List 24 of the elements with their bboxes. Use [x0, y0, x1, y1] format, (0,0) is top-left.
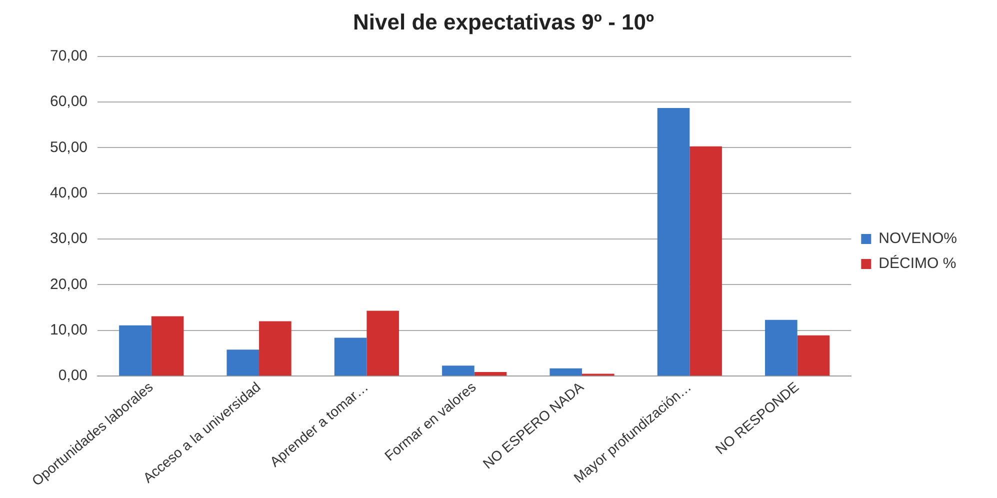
y-tick-label: 20,00: [50, 276, 88, 293]
bar: [474, 372, 507, 376]
y-tick-label: 0,00: [58, 367, 88, 384]
bar: [657, 108, 690, 376]
bar: [550, 368, 582, 376]
y-tick-label: 40,00: [50, 184, 88, 202]
y-tick-label: 30,00: [50, 230, 88, 248]
legend-label: DÉCIMO %: [878, 254, 956, 272]
bar: [765, 320, 798, 376]
bar: [366, 310, 399, 376]
y-tick-label: 50,00: [50, 138, 88, 156]
bar: [797, 335, 830, 376]
y-tick-label: 10,00: [50, 322, 88, 339]
bar: [690, 146, 722, 376]
bar: [442, 366, 474, 376]
bar: [259, 321, 292, 376]
y-tick-label: 70,00: [50, 48, 88, 65]
bar: [334, 338, 367, 376]
bar: [151, 316, 184, 376]
chart-title: Nivel de expectativas 9º - 10º: [352, 9, 654, 34]
bar: [226, 350, 260, 376]
y-tick-label: 60,00: [50, 93, 88, 110]
legend-label: NOVENO%: [878, 230, 958, 248]
bar: [119, 325, 152, 376]
